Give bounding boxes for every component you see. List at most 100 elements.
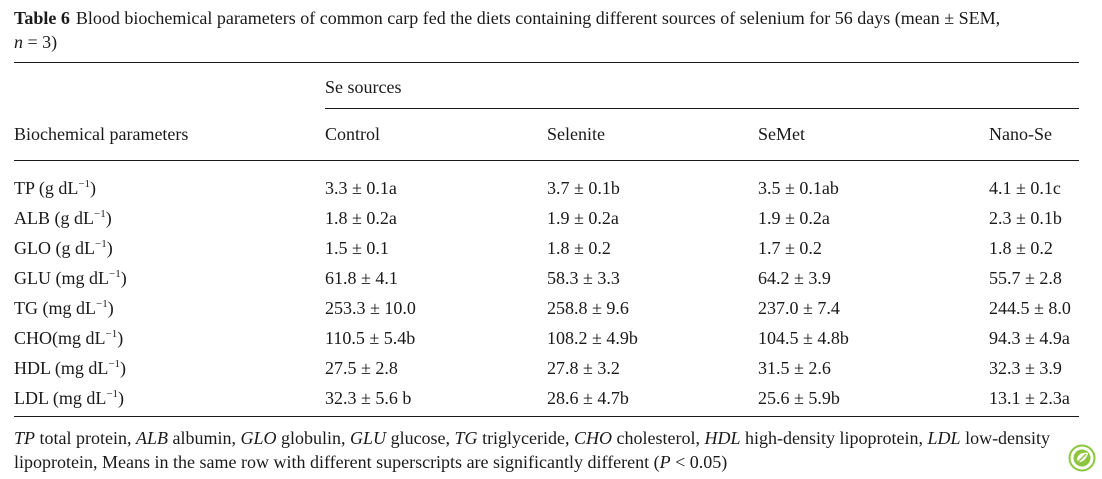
table-cell: 1.7 ± 0.2 xyxy=(758,238,822,258)
footnote-abbreviation: TG xyxy=(454,428,478,448)
table-cell: 244.5 ± 8.0 xyxy=(989,298,1071,318)
row-label-name: ALB (g dL xyxy=(14,208,94,228)
table-cell: 108.2 ± 4.9b xyxy=(547,328,638,348)
table-caption-text: Blood biochemical parameters of common c… xyxy=(75,8,1001,28)
row-label-exponent: −1 xyxy=(105,328,118,340)
table-cell: 94.3 ± 4.9a xyxy=(989,328,1070,348)
table-cell: 13.1 ± 2.3a xyxy=(989,388,1070,408)
row-label: TP (g dL−1) xyxy=(14,177,96,202)
table-cell: 253.3 ± 10.0 xyxy=(325,298,416,318)
row-label-close: ) xyxy=(105,208,112,228)
table-cell: 32.3 ± 5.6 b xyxy=(325,388,412,408)
table-cell: 61.8 ± 4.1 xyxy=(325,268,398,288)
table-cell: 3.5 ± 0.1ab xyxy=(758,178,839,198)
leaf-badge-icon xyxy=(1068,444,1096,472)
group-header-se-sources: Se sources xyxy=(325,77,402,97)
paper-table-page: Table 6 Blood biochemical parameters of c… xyxy=(14,6,1079,472)
table-cell: 25.6 ± 5.9b xyxy=(758,388,840,408)
table-bottom-rule xyxy=(14,416,1079,417)
row-label-name: HDL (mg dL xyxy=(14,358,109,378)
footnote-abbreviation: P xyxy=(659,452,671,472)
row-label-name: GLO (g dL xyxy=(14,238,95,258)
table-cell: 58.3 ± 3.3 xyxy=(547,268,620,288)
row-label-close: ) xyxy=(120,358,127,378)
footnote-definition: triglyceride, xyxy=(477,428,575,448)
row-label-exponent: −1 xyxy=(108,268,121,280)
footnote-abbreviation: GLU xyxy=(350,428,387,448)
row-label-close: ) xyxy=(90,178,97,198)
table-cell: 1.8 ± 0.2 xyxy=(547,238,611,258)
footnote-definition: glucose, xyxy=(386,428,455,448)
row-label-name: LDL (mg dL xyxy=(14,388,107,408)
row-label: TG (mg dL−1) xyxy=(14,297,114,322)
table-caption: Table 6 Blood biochemical parameters of c… xyxy=(14,6,1079,54)
row-label-exponent: −1 xyxy=(94,238,107,250)
row-label-close: ) xyxy=(117,328,124,348)
row-label: CHO(mg dL−1) xyxy=(14,327,123,352)
footnote-abbreviation: HDL xyxy=(704,428,741,448)
column-header-selenite: Selenite xyxy=(547,124,605,144)
row-label-exponent: −1 xyxy=(95,298,108,310)
table-cell: 1.8 ± 0.2 xyxy=(989,238,1053,258)
row-label-name: TP (g dL xyxy=(14,178,79,198)
footnote-abbreviation: GLO xyxy=(240,428,277,448)
row-label: LDL (mg dL−1) xyxy=(14,387,124,412)
row-label-name: CHO(mg dL xyxy=(14,328,106,348)
footnote-abbreviation: CHO xyxy=(574,428,613,448)
table-cell: 3.3 ± 0.1a xyxy=(325,178,397,198)
footnote-definition: total protein, xyxy=(35,428,136,448)
table-cell: 32.3 ± 3.9 xyxy=(989,358,1062,378)
table-cell: 1.8 ± 0.2a xyxy=(325,208,397,228)
table-caption-n: n xyxy=(14,32,23,52)
footnote-definition: albumin, xyxy=(168,428,241,448)
footnote-abbreviation: ALB xyxy=(136,428,169,448)
row-label-close: ) xyxy=(120,268,127,288)
table-cell: 1.5 ± 0.1 xyxy=(325,238,389,258)
group-header-rule xyxy=(325,108,1079,109)
table-footnote: TP total protein, ALB albumin, GLO globu… xyxy=(14,426,1079,474)
table-top-rule xyxy=(14,62,1079,63)
column-header-semet: SeMet xyxy=(758,124,805,144)
table-label: Table 6 xyxy=(14,8,70,28)
table-caption-n-value: = 3) xyxy=(23,32,58,52)
column-header-control: Control xyxy=(325,124,381,144)
table-cell: 55.7 ± 2.8 xyxy=(989,268,1062,288)
table-cell: 64.2 ± 3.9 xyxy=(758,268,831,288)
table-cell: 3.7 ± 0.1b xyxy=(547,178,620,198)
table-cell: 237.0 ± 7.4 xyxy=(758,298,840,318)
table-cell: 1.9 ± 0.2a xyxy=(547,208,619,228)
footnote-definition: cholesterol, xyxy=(612,428,705,448)
row-label-name: TG (mg dL xyxy=(14,298,96,318)
row-label-close: ) xyxy=(106,238,113,258)
table-cell: 258.8 ± 9.6 xyxy=(547,298,629,318)
table-cell: 4.1 ± 0.1c xyxy=(989,178,1061,198)
table-cell: 31.5 ± 2.6 xyxy=(758,358,831,378)
footnote-definition: < 0.05) xyxy=(670,452,728,472)
table-header-rule xyxy=(14,160,1079,161)
footnote-definition: low-density lipoprotein, Means in the sa… xyxy=(14,428,1051,472)
table-cell: 1.9 ± 0.2a xyxy=(758,208,830,228)
column-header-nano-se: Nano-Se xyxy=(989,124,1052,144)
table-cell: 104.5 ± 4.8b xyxy=(758,328,849,348)
row-label-exponent: −1 xyxy=(94,208,106,220)
footnote-abbreviation: LDL xyxy=(927,428,961,448)
table-cell: 27.8 ± 3.2 xyxy=(547,358,620,378)
table-cell: 28.6 ± 4.7b xyxy=(547,388,629,408)
row-label-name: GLU (mg dL xyxy=(14,268,109,288)
row-label-exponent: −1 xyxy=(106,388,119,400)
table-cell: 110.5 ± 5.4b xyxy=(325,328,416,348)
row-label-exponent: −1 xyxy=(108,358,121,370)
row-label: ALB (g dL−1) xyxy=(14,207,112,232)
table-cell: 2.3 ± 0.1b xyxy=(989,208,1062,228)
row-label: GLU (mg dL−1) xyxy=(14,267,127,292)
row-header: Biochemical parameters xyxy=(14,124,189,144)
row-label: GLO (g dL−1) xyxy=(14,237,113,262)
row-label-exponent: −1 xyxy=(78,178,91,190)
row-label-close: ) xyxy=(107,298,114,318)
footnote-definition: high-density lipoprotein, xyxy=(740,428,928,448)
footnote-definition: globulin, xyxy=(276,428,351,448)
table-cell: 27.5 ± 2.8 xyxy=(325,358,398,378)
row-label: HDL (mg dL−1) xyxy=(14,357,126,382)
footnote-abbreviation: TP xyxy=(14,428,36,448)
row-label-close: ) xyxy=(118,388,125,408)
